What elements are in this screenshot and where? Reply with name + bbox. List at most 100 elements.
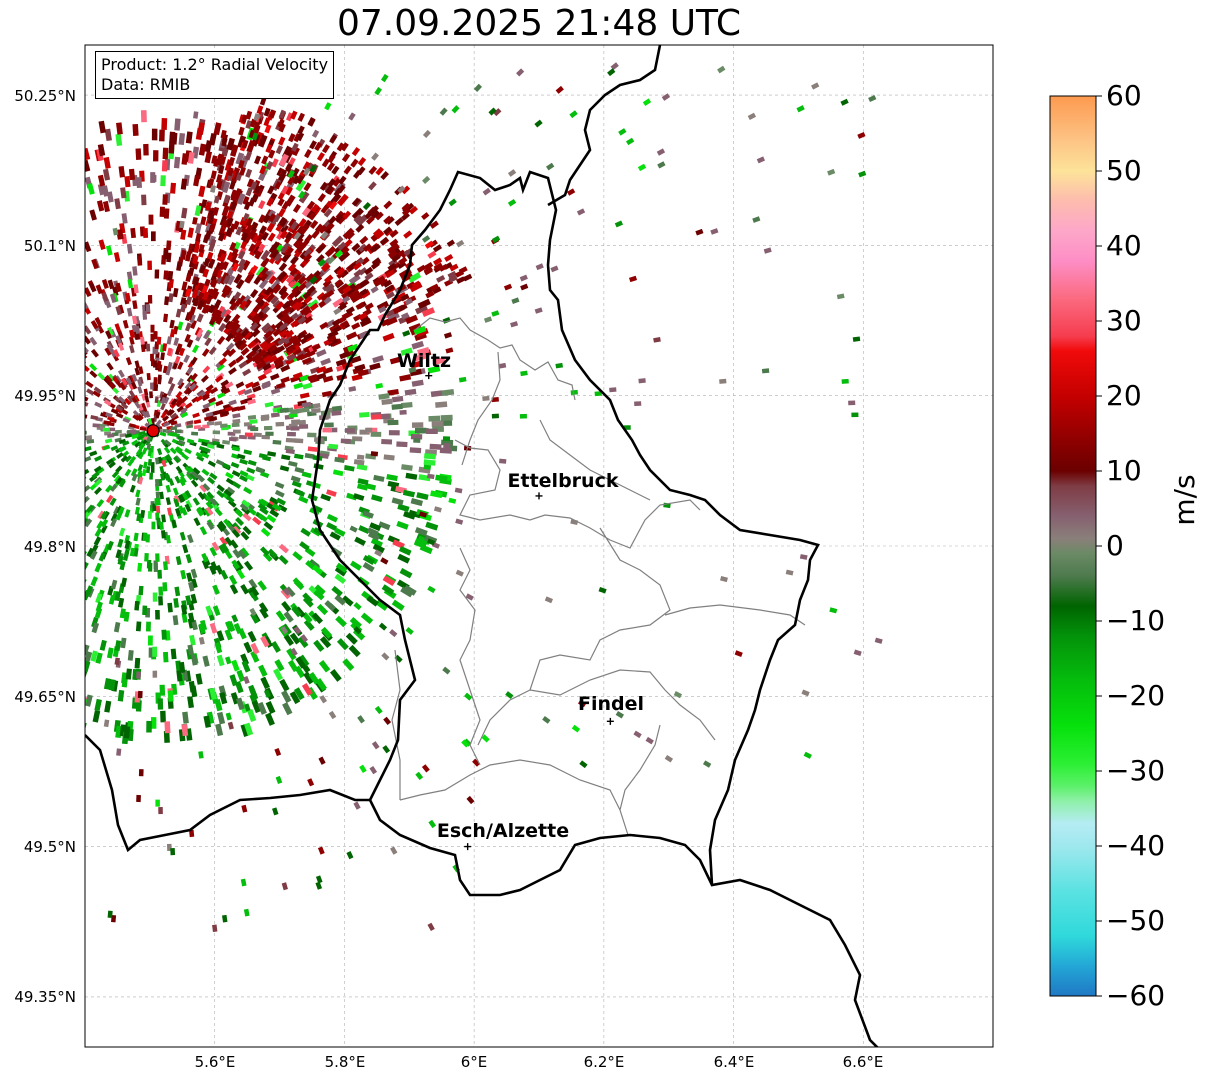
- velocity-bin: [133, 284, 139, 294]
- velocity-bin: [181, 453, 190, 461]
- velocity-bin: [290, 475, 301, 483]
- velocity-bin: [221, 137, 228, 147]
- velocity-bin: [334, 249, 344, 259]
- velocity-bin: [283, 634, 295, 647]
- velocity-bin: [258, 602, 269, 614]
- velocity-bin: [375, 166, 384, 176]
- velocity-bin: [105, 245, 113, 256]
- velocity-bin: [268, 275, 277, 285]
- colorbar-tick-label: −20: [1106, 679, 1166, 712]
- velocity-bin: [154, 478, 160, 487]
- velocity-bin: [176, 261, 183, 272]
- velocity-bin: [274, 320, 284, 330]
- velocity-bin: [201, 552, 209, 563]
- velocity-bin: [303, 295, 313, 304]
- velocity-bin: [318, 224, 328, 234]
- velocity-bin: [120, 577, 128, 588]
- velocity-bin: [75, 139, 83, 152]
- velocity-bin: [210, 561, 219, 572]
- velocity-bin: [169, 383, 176, 391]
- velocity-bin: [146, 720, 152, 733]
- velocity-bin: [75, 497, 84, 505]
- colorbar-tick-label: −10: [1106, 604, 1166, 637]
- city-marker: [535, 492, 543, 500]
- velocity-bin: [150, 231, 156, 242]
- velocity-bin: [297, 125, 305, 135]
- velocity-bin: [291, 605, 302, 618]
- velocity-bin: [290, 319, 300, 328]
- velocity-bin: [135, 497, 141, 506]
- velocity-bin: [225, 495, 235, 504]
- velocity-bin: [396, 520, 409, 530]
- germany-border: [547, 45, 662, 207]
- velocity-bin: [238, 342, 248, 351]
- velocity-bin: [278, 543, 289, 554]
- velocity-bin: [346, 851, 354, 860]
- velocity-bin: [156, 360, 162, 369]
- velocity-bin: [72, 518, 81, 527]
- velocity-bin: [168, 278, 174, 289]
- velocity-bin: [208, 133, 217, 146]
- velocity-bin: [134, 331, 140, 340]
- velocity-bin: [288, 133, 296, 143]
- velocity-bin: [472, 758, 481, 767]
- velocity-bin: [244, 560, 254, 571]
- velocity-bin: [313, 589, 325, 601]
- velocity-bin: [160, 473, 165, 481]
- velocity-bin: [383, 215, 393, 225]
- velocity-bin: [245, 151, 252, 161]
- velocity-bin: [290, 255, 299, 265]
- velocity-bin: [103, 678, 112, 690]
- velocity-bin: [285, 448, 295, 455]
- velocity-bin: [320, 231, 329, 240]
- velocity-bin: [357, 478, 369, 486]
- velocity-bin: [349, 525, 358, 533]
- velocity-bin: [221, 219, 228, 229]
- velocity-bin: [216, 654, 225, 667]
- velocity-bin: [113, 474, 122, 483]
- velocity-bin: [129, 329, 135, 339]
- velocity-bin: [857, 132, 866, 139]
- velocity-bin: [447, 270, 457, 279]
- velocity-bin: [491, 235, 501, 244]
- velocity-bin: [417, 347, 430, 356]
- velocity-bin: [380, 73, 389, 83]
- velocity-bin: [137, 562, 143, 572]
- velocity-bin: [138, 366, 144, 375]
- velocity-bin: [309, 302, 319, 312]
- velocity-bin: [102, 444, 111, 451]
- velocity-bin: [216, 392, 226, 399]
- velocity-bin: [106, 647, 114, 659]
- velocity-bin: [94, 528, 103, 538]
- velocity-bin: [353, 269, 363, 278]
- velocity-bin: [205, 605, 213, 616]
- velocity-bin: [167, 361, 173, 370]
- velocity-bin: [386, 242, 400, 255]
- velocity-bin: [319, 636, 332, 649]
- velocity-bin: [331, 585, 343, 597]
- velocity-bin: [165, 497, 171, 506]
- velocity-bin: [85, 696, 88, 709]
- velocity-bin: [322, 282, 332, 292]
- velocity-bin: [157, 374, 162, 382]
- velocity-bin: [366, 595, 379, 607]
- velocity-bin: [163, 396, 170, 404]
- velocity-bin: [166, 388, 173, 397]
- velocity-bin: [296, 244, 306, 254]
- velocity-bin: [520, 283, 529, 291]
- velocity-bin: [183, 386, 191, 395]
- velocity-bin: [199, 484, 208, 493]
- velocity-bin: [734, 650, 743, 657]
- velocity-bin: [323, 208, 333, 218]
- velocity-bin: [213, 158, 220, 168]
- velocity-bin: [433, 506, 442, 513]
- velocity-bin: [248, 578, 258, 590]
- velocity-bin: [251, 344, 261, 353]
- velocity-bin: [401, 401, 413, 409]
- velocity-bin: [211, 287, 219, 297]
- velocity-bin: [348, 644, 361, 658]
- velocity-bin: [169, 328, 176, 338]
- colorbar-tick-label: 50: [1106, 154, 1142, 187]
- velocity-bin: [416, 492, 429, 501]
- velocity-bin: [124, 433, 132, 438]
